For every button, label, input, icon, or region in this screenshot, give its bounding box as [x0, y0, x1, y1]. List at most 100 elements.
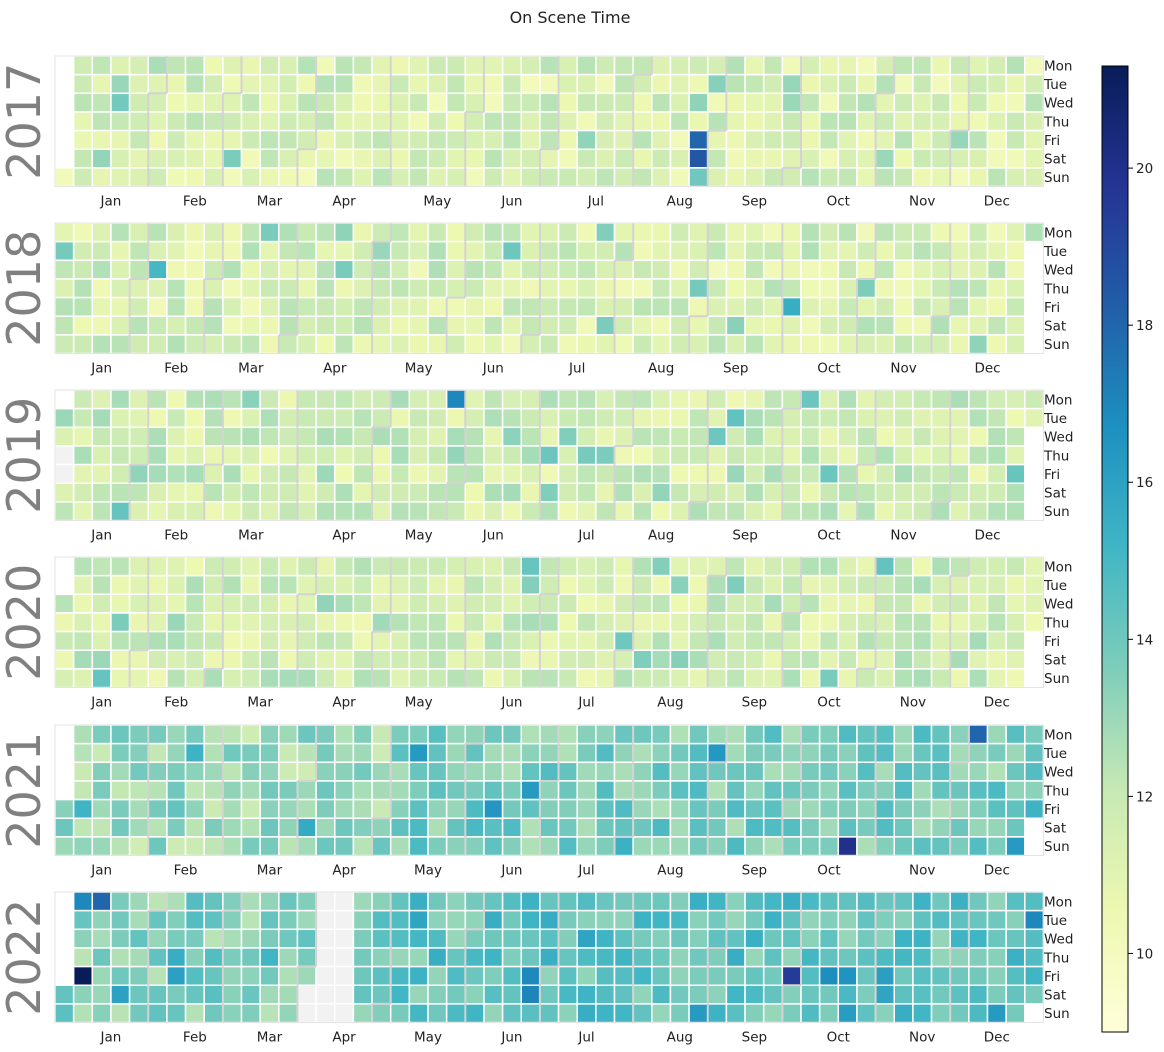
day-cell — [968, 463, 989, 485]
day-cell — [408, 928, 429, 949]
month-label: Oct — [817, 361, 840, 377]
day-cell — [949, 761, 970, 782]
day-cell — [445, 315, 467, 336]
day-cell — [408, 574, 429, 596]
day-cell — [576, 426, 597, 447]
day-cell — [315, 742, 336, 764]
day-cell — [837, 501, 858, 522]
day-cell — [781, 129, 802, 151]
day-cell — [837, 407, 858, 429]
day-cell — [725, 482, 746, 503]
day-cell — [203, 668, 224, 689]
day-cell — [837, 947, 858, 968]
day-cell — [315, 761, 336, 782]
day-cell — [539, 167, 560, 188]
day-cell — [800, 780, 821, 801]
day-cell — [669, 501, 690, 522]
day-cell — [520, 111, 541, 132]
day-cell — [837, 334, 858, 355]
day-cell — [613, 296, 634, 318]
day-cell — [501, 630, 523, 651]
day-cell — [184, 574, 205, 596]
day-cell — [613, 1003, 634, 1024]
day-cell — [744, 445, 765, 466]
day-cell — [72, 817, 94, 838]
day-cell — [296, 836, 317, 857]
day-cell — [707, 55, 728, 76]
day-cell — [389, 482, 411, 503]
day-cell — [54, 593, 75, 614]
day-cell — [874, 426, 895, 447]
day-cell — [110, 445, 131, 466]
day-cell — [856, 780, 877, 801]
day-cell — [744, 296, 765, 318]
month-boundaries — [147, 725, 970, 856]
day-cell — [725, 240, 746, 262]
day-cell — [707, 612, 728, 633]
day-cell — [184, 167, 205, 188]
day-cell — [1005, 222, 1026, 243]
day-cell — [576, 742, 597, 764]
day-cell — [949, 612, 970, 633]
day-cell — [91, 817, 112, 838]
day-cell — [837, 817, 858, 838]
day-cell — [352, 574, 373, 596]
day-cell — [800, 482, 821, 503]
day-cell — [1024, 724, 1045, 745]
month-label: Nov — [900, 695, 926, 711]
weekday-label: Sun — [1044, 170, 1070, 186]
day-cell — [669, 296, 690, 318]
day-cell — [147, 463, 168, 485]
day-cell — [91, 278, 112, 299]
day-cell — [837, 240, 858, 262]
day-cell — [371, 1003, 392, 1024]
day-cell — [595, 463, 616, 485]
day-cell — [539, 501, 560, 522]
day-cell — [72, 482, 94, 503]
day-cell — [334, 761, 355, 782]
day-cell — [576, 463, 597, 485]
day-cell — [501, 574, 523, 596]
day-cell — [296, 334, 317, 355]
day-cell — [707, 426, 728, 447]
day-cell — [968, 947, 989, 968]
day-cell — [781, 891, 802, 912]
day-cell — [539, 129, 560, 151]
day-cell — [315, 612, 336, 633]
day-cell — [222, 296, 243, 318]
day-cell — [408, 463, 429, 485]
day-cell — [91, 463, 112, 485]
day-cell — [968, 817, 989, 838]
day-cell — [986, 167, 1007, 188]
day-cell — [427, 111, 448, 132]
day-cell — [278, 593, 299, 614]
day-cell — [259, 761, 280, 782]
day-cell — [408, 148, 429, 169]
day-cell — [184, 407, 205, 429]
day-cell — [184, 389, 205, 410]
day-cell — [520, 612, 541, 633]
day-cell — [725, 928, 746, 949]
day-cell — [91, 92, 112, 113]
day-cell — [240, 167, 261, 188]
day-cell — [613, 482, 634, 503]
day-cell — [203, 984, 224, 1005]
month-label: Jul — [577, 695, 594, 711]
day-cell — [613, 630, 634, 651]
day-cell — [352, 891, 373, 912]
day-cell — [968, 836, 989, 857]
day-cell — [762, 947, 784, 968]
day-cell — [744, 928, 765, 949]
day-cell — [91, 612, 112, 633]
day-cell — [874, 593, 895, 614]
day-cell — [184, 1003, 205, 1024]
weekday-label: Sat — [1044, 988, 1066, 1004]
day-cell — [557, 928, 578, 949]
day-cell — [427, 947, 448, 968]
day-cell — [110, 501, 131, 522]
day-cell — [986, 278, 1007, 299]
day-cell — [91, 984, 112, 1005]
day-cell — [445, 947, 467, 968]
day-cell — [501, 965, 523, 986]
day-cell — [725, 1003, 746, 1024]
